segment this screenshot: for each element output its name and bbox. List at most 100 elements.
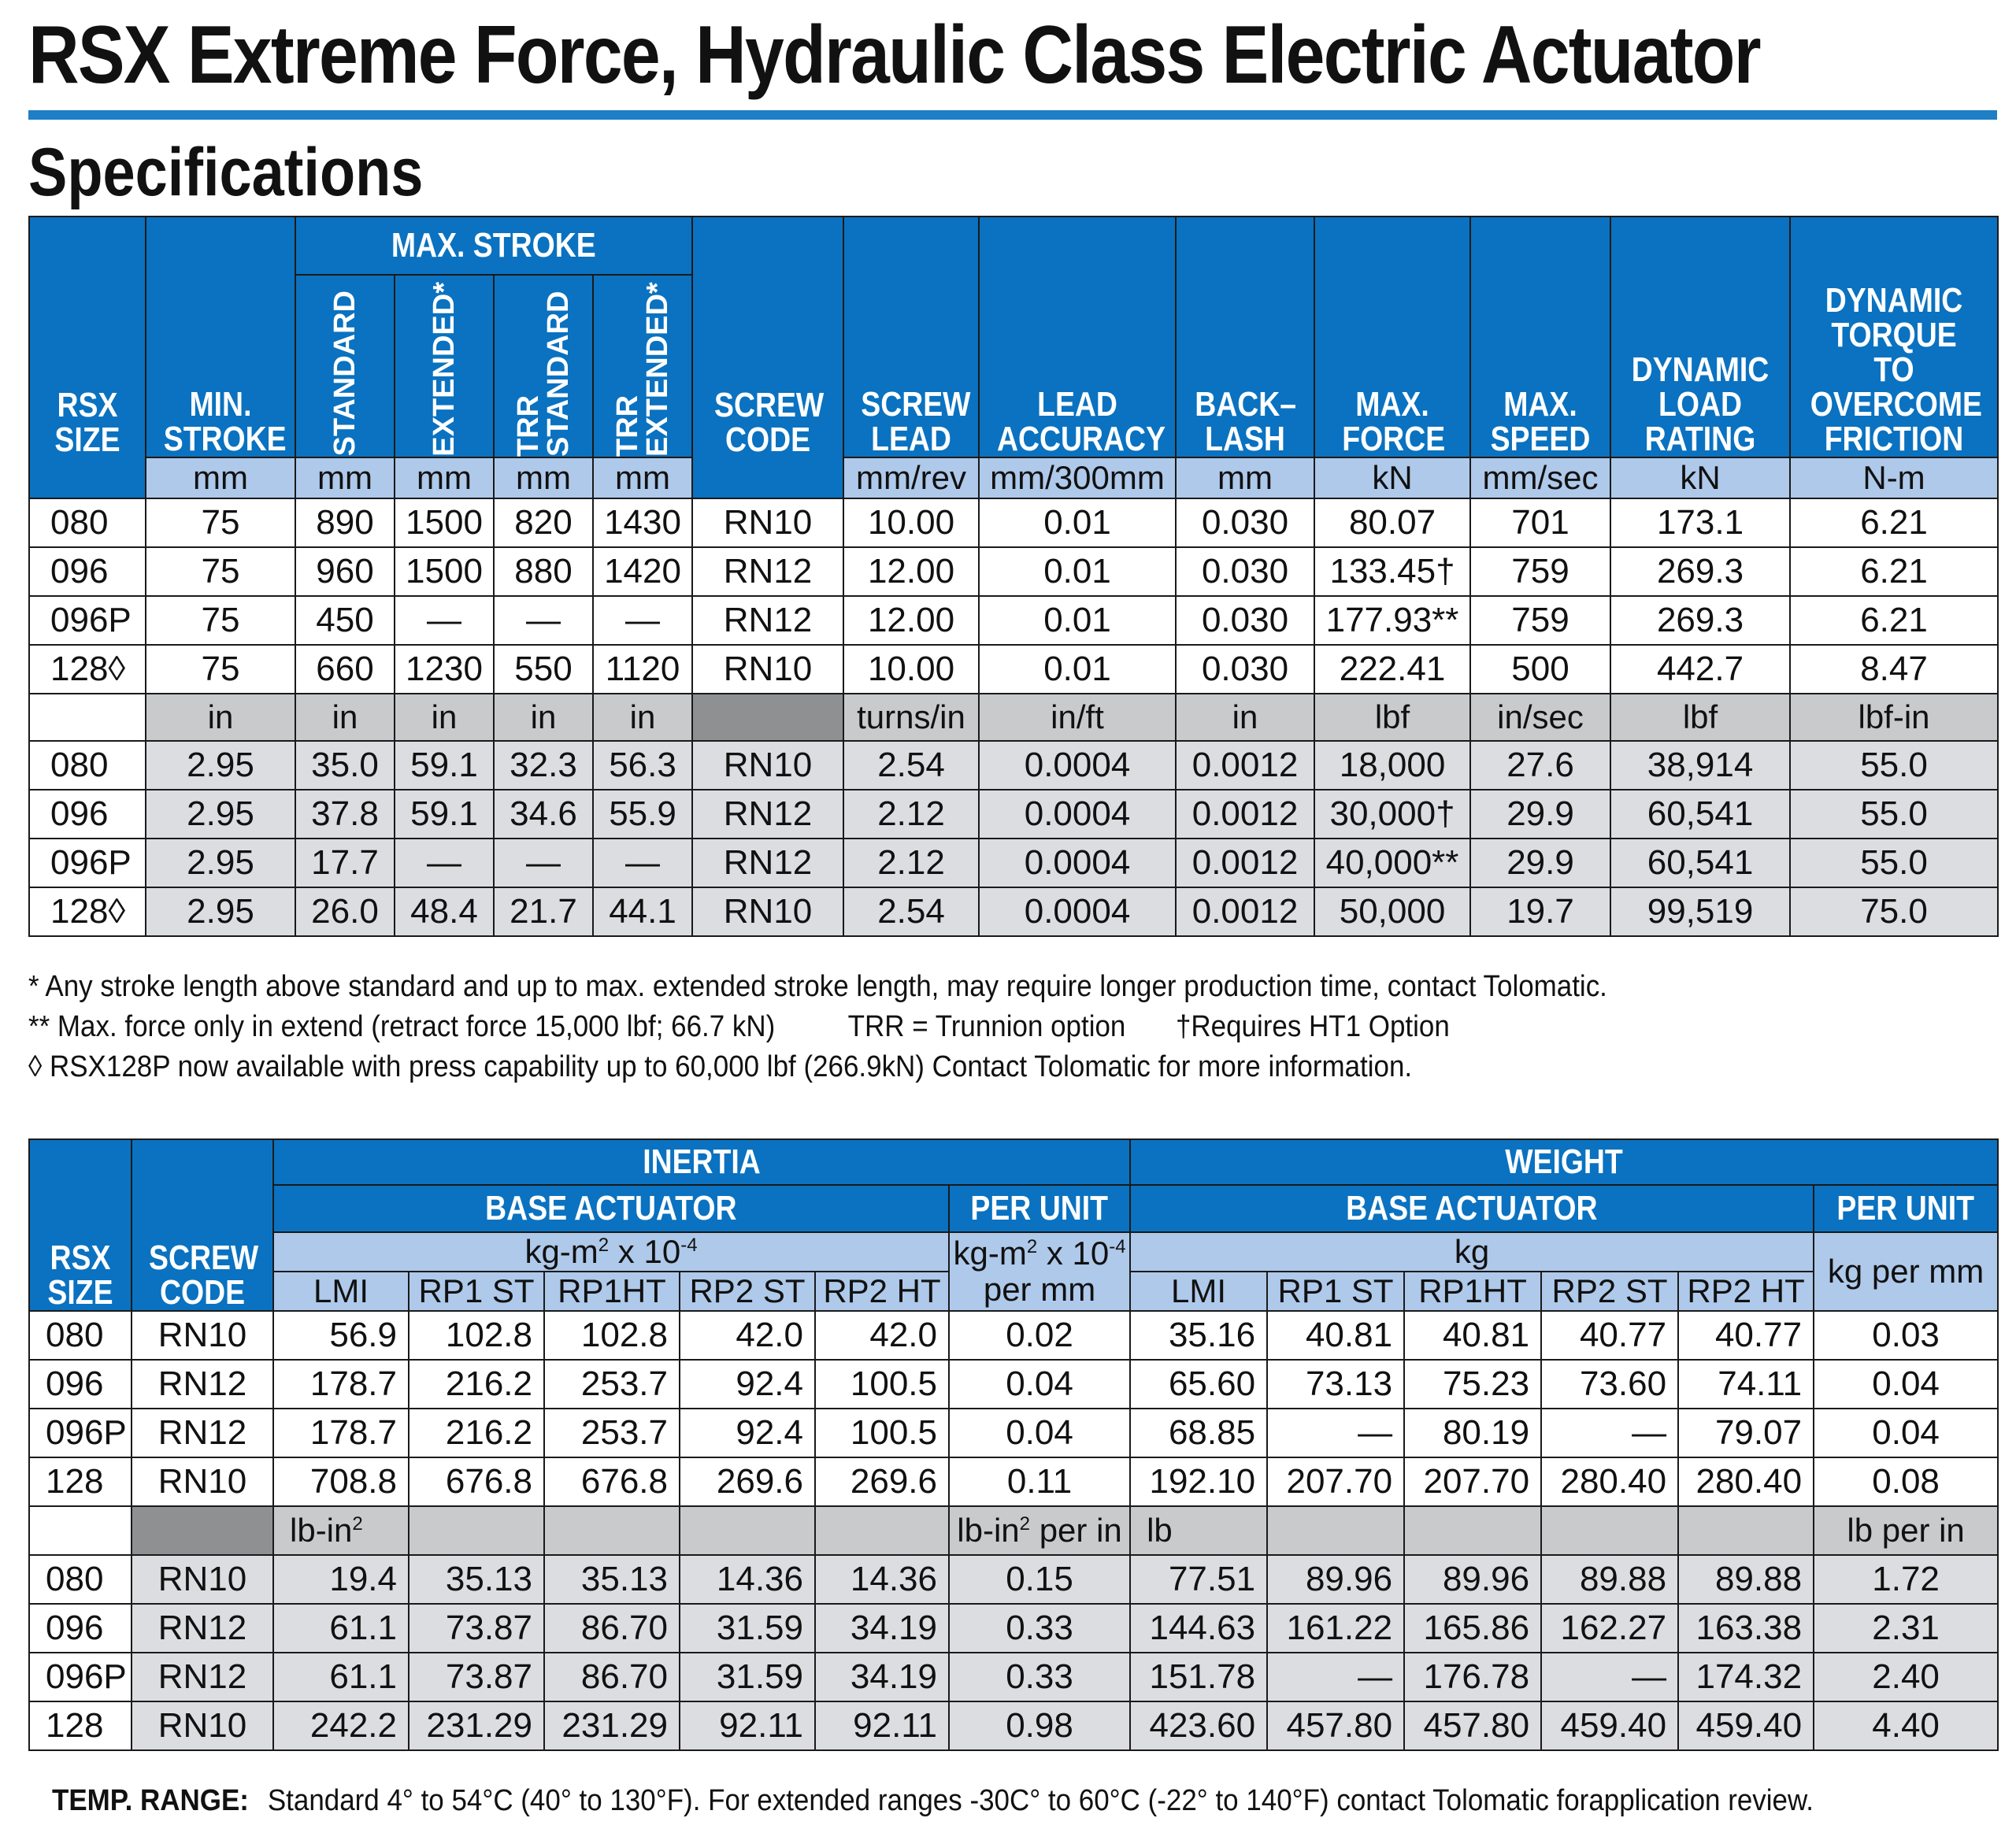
- table-cell: 61.1: [272, 1603, 410, 1653]
- table-cell: RN10: [691, 643, 845, 694]
- table-cell: 40.77: [1677, 1310, 1815, 1361]
- inertia-per-unit-header: PER UNIT: [970, 1189, 1109, 1227]
- table-cell: 74.11: [1677, 1359, 1815, 1409]
- table-cell: 216.2: [408, 1359, 545, 1409]
- table-cell: 0.030: [1175, 546, 1316, 597]
- table-cell: 096P: [28, 1408, 132, 1458]
- table-cell: 19.7: [1469, 886, 1612, 937]
- table-cell: 92.11: [814, 1701, 950, 1751]
- table-cell: 75.23: [1403, 1359, 1543, 1409]
- table-cell: 100.5: [814, 1408, 950, 1458]
- table-cell: RN10: [131, 1310, 274, 1361]
- table-cell: 2.40: [1813, 1652, 1999, 1702]
- table-cell: 128◊: [28, 886, 146, 937]
- table-cell: 1420: [591, 546, 694, 597]
- table-cell: 86.70: [543, 1603, 680, 1653]
- table-cell: 86.70: [543, 1652, 680, 1702]
- table-cell: 660: [295, 643, 395, 694]
- table-cell: 096: [28, 788, 146, 839]
- table-cell: RN12: [691, 594, 845, 646]
- spec-header-backlash: BACK– LASH: [1195, 384, 1297, 457]
- imperial-unit-cell: in/sec: [1469, 692, 1612, 742]
- table-cell: 60,541: [1610, 837, 1792, 888]
- table-cell: 0.01: [978, 643, 1177, 694]
- metric-unit-cell: kN: [1314, 456, 1472, 499]
- inertia-col-header: RP2 HT: [814, 1271, 950, 1312]
- table-cell: 75: [145, 546, 296, 597]
- table-cell: 0.01: [978, 594, 1177, 646]
- table-cell: 89.88: [1540, 1554, 1680, 1605]
- table-cell: 34.6: [493, 788, 594, 839]
- table-row: 080 RN10 56.9 102.8 102.8 42.0 42.0 0.02 35.16 40…: [28, 1310, 1999, 1361]
- weight-col-header: RP1HT: [1403, 1271, 1543, 1312]
- inertia-col-header: RP1HT: [543, 1271, 680, 1312]
- table-cell: RN10: [691, 497, 845, 548]
- table-cell: RN10: [691, 886, 845, 937]
- table-cell: RN12: [691, 546, 845, 597]
- table-cell: 178.7: [272, 1359, 410, 1409]
- table-cell: 60,541: [1610, 788, 1792, 839]
- imperial-unit-cell: in/ft: [978, 692, 1177, 742]
- table-row: 080 2.95 35.0 59.1 32.3 56.3 RN10 2.54 0.0004 0.0…: [28, 739, 1999, 790]
- table-cell: 080: [28, 1554, 132, 1605]
- metric-unit-cell: N-m: [1789, 456, 1999, 499]
- screw-code-unit-spacer: [691, 692, 845, 742]
- table-cell: 459.40: [1677, 1701, 1815, 1751]
- table-cell: 77.51: [1129, 1554, 1269, 1605]
- spec-header-extended: EXTENDED*: [428, 282, 461, 457]
- table-cell: 59.1: [394, 739, 495, 790]
- table-cell: RN12: [691, 788, 845, 839]
- metric-unit-cell: mm: [145, 456, 296, 499]
- table-cell: 55.9: [591, 788, 694, 839]
- table-row: 096P 75 450— — — RN12 12.00 0.01 0.030 177.93** 75…: [28, 594, 1999, 646]
- table-cell: 34.19: [814, 1652, 950, 1702]
- table-cell: 1120: [591, 643, 694, 694]
- table-cell: 0.0004: [978, 837, 1177, 888]
- table-cell: 676.8: [408, 1457, 545, 1507]
- table-cell: 0.11: [947, 1457, 1132, 1507]
- table-cell: 34.19: [814, 1603, 950, 1653]
- weight-col-header: RP2 ST: [1540, 1271, 1680, 1312]
- table-cell: 40.77: [1540, 1310, 1680, 1361]
- table-row: 128 RN10 708.8 676.8 676.8 269.6 269.6 0.11 192.…: [28, 1457, 1999, 1507]
- table-cell: 26.0: [295, 886, 395, 937]
- table-cell: 163.38: [1677, 1603, 1815, 1653]
- table-cell: 242.2: [272, 1701, 410, 1751]
- inertia-unit-lbin-per-in: lb-in2 per in: [947, 1505, 1132, 1556]
- specifications-table: RSX SIZE MIN. STROKE MAX. STROKE SCREW C…: [28, 216, 1999, 937]
- table-cell: 0.0012: [1175, 739, 1316, 790]
- table-cell: 096P: [28, 594, 146, 646]
- temp-range-label: TEMP. RANGE:: [52, 1784, 249, 1817]
- spec-header-trr-extended: TRR EXTENDED*: [611, 282, 674, 457]
- table-cell: —: [1540, 1652, 1680, 1702]
- table-row: 096 RN12 178.7 216.2 253.7 92.4 100.5 0.04 65.60…: [28, 1359, 1999, 1409]
- table-cell: 0.98: [947, 1701, 1132, 1751]
- spec-header-max-speed: MAX. SPEED: [1490, 384, 1591, 457]
- table-cell: 128: [28, 1457, 132, 1507]
- table-cell: 178.7: [272, 1408, 410, 1458]
- table-cell: 0.0012: [1175, 837, 1316, 888]
- footnote-trr: TRR = Trunnion option: [847, 1010, 1126, 1043]
- table-cell: 102.8: [408, 1310, 545, 1361]
- table-cell: 0.04: [1813, 1359, 1999, 1409]
- table-cell: 29.9: [1469, 788, 1612, 839]
- table-cell: 0.04: [947, 1359, 1132, 1409]
- spec-header-size: RSX SIZE: [54, 385, 120, 457]
- table-cell: 55.0: [1789, 788, 1999, 839]
- table-cell: RN10: [131, 1554, 274, 1605]
- metric-unit-cell: mm: [493, 456, 594, 499]
- table-cell: 12.00: [843, 546, 980, 597]
- imperial-unit-cell: lbf: [1610, 692, 1792, 742]
- table-cell: 0.01: [978, 546, 1177, 597]
- footnote-force: ** Max. force only in extend (retract fo…: [28, 1007, 1607, 1047]
- table-cell: 48.4: [394, 886, 495, 937]
- weight-unit-lb-per-in: lb per in: [1813, 1505, 1999, 1556]
- spec-header-max-force: MAX. FORCE: [1342, 384, 1446, 457]
- table-cell: 92.4: [679, 1359, 816, 1409]
- table-cell: —: [1266, 1652, 1406, 1702]
- screw-code-header-spacer: [691, 457, 845, 499]
- weight-col-header: RP1 ST: [1266, 1271, 1406, 1312]
- inertia-col-header: LMI: [272, 1271, 410, 1312]
- table-cell: 960: [295, 546, 395, 597]
- table-cell: 92.4: [679, 1408, 816, 1458]
